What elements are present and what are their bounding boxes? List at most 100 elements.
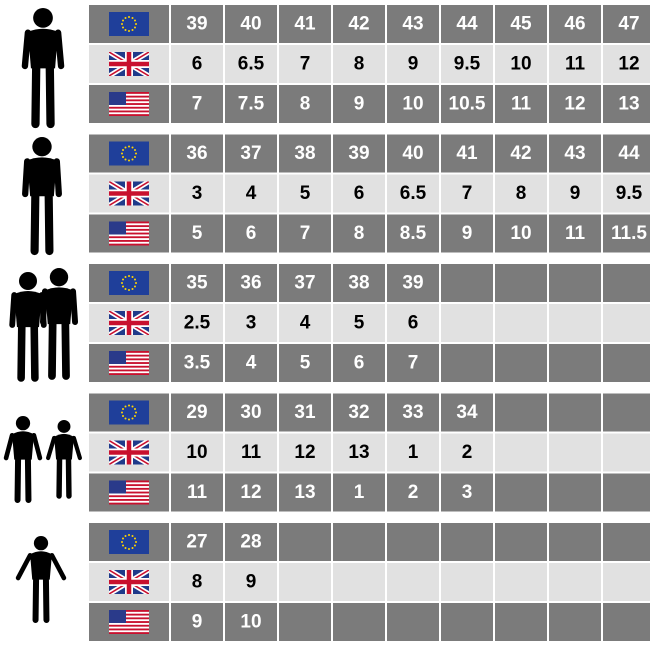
size-cell	[495, 433, 547, 472]
size-value: 42	[348, 14, 369, 35]
size-cell	[603, 45, 650, 83]
size-cell	[225, 304, 277, 342]
size-value: 41	[294, 14, 316, 35]
size-cell	[603, 174, 650, 213]
size-cell	[549, 134, 601, 173]
size-cell	[333, 523, 385, 561]
arms	[39, 288, 79, 325]
size-cell	[441, 393, 493, 432]
size-cell	[387, 174, 439, 213]
legs	[14, 454, 32, 504]
arms	[21, 29, 65, 70]
size-cell	[333, 473, 385, 512]
size-cell	[603, 304, 650, 342]
size-cell	[387, 563, 439, 601]
size-cell	[495, 5, 547, 43]
torso	[44, 287, 74, 325]
size-value: 7.5	[238, 94, 265, 115]
size-value: 4	[246, 353, 257, 374]
size-cell	[225, 45, 277, 83]
size-value: 9	[570, 183, 581, 204]
size-value: 33	[402, 402, 423, 423]
size-cell	[279, 5, 331, 43]
torso	[12, 431, 34, 460]
size-cell	[225, 344, 277, 382]
size-value: 8	[300, 94, 311, 115]
size-table: 39 40 41 42 43 44 45 46 476 6.5 7 8 9 9.5 10 11 127 7.5 8 9…	[89, 5, 650, 641]
size-value: 8	[354, 223, 365, 244]
size-value: 13	[618, 94, 639, 115]
size-cell	[333, 134, 385, 173]
size-value: 6	[192, 54, 203, 75]
legs	[48, 318, 70, 380]
size-value: 13	[348, 442, 369, 463]
size-cell	[333, 603, 385, 641]
size-value: 3.5	[184, 353, 211, 374]
flag-uk	[109, 311, 149, 335]
head	[32, 137, 52, 157]
legs	[17, 321, 39, 382]
size-cell	[387, 85, 439, 123]
flag-uk	[109, 52, 149, 76]
size-value: 1	[354, 482, 365, 503]
size-value: 36	[240, 273, 261, 294]
size-cell	[549, 603, 601, 641]
size-cell	[495, 304, 547, 342]
size-cell	[279, 45, 331, 83]
size-value: 7	[300, 54, 311, 75]
size-cell	[495, 134, 547, 173]
size-cell	[387, 264, 439, 302]
size-value: 10	[510, 54, 531, 75]
size-cell	[387, 214, 439, 253]
head	[57, 420, 71, 433]
size-value: 37	[240, 143, 261, 164]
size-cell	[171, 45, 223, 83]
size-value: 12	[564, 94, 585, 115]
size-cell	[225, 85, 277, 123]
size-cell	[441, 5, 493, 43]
size-cell	[495, 393, 547, 432]
size-cell	[225, 174, 277, 213]
size-cell	[171, 393, 223, 432]
size-value: 46	[564, 14, 585, 35]
flag-eu	[109, 400, 149, 425]
size-cell	[171, 433, 223, 472]
size-cell	[441, 473, 493, 512]
size-cell	[225, 523, 277, 561]
size-cell	[225, 214, 277, 253]
size-cell	[333, 174, 385, 213]
size-cell	[441, 603, 493, 641]
size-cell	[441, 85, 493, 123]
flag-us	[109, 221, 149, 246]
size-cell	[387, 344, 439, 382]
size-cell	[333, 433, 385, 472]
size-cell	[495, 85, 547, 123]
size-value: 29	[186, 402, 207, 423]
size-cell	[333, 304, 385, 342]
flag-uk	[109, 570, 149, 594]
size-cell	[441, 214, 493, 253]
size-cell	[387, 433, 439, 472]
size-cell	[333, 214, 385, 253]
size-cell	[603, 563, 650, 601]
head	[18, 272, 38, 291]
size-value: 6.5	[400, 183, 427, 204]
size-cell	[279, 563, 331, 601]
size-cell	[387, 603, 439, 641]
flag-eu	[109, 530, 149, 554]
size-cell	[279, 523, 331, 561]
size-value: 6	[354, 353, 365, 374]
head	[49, 268, 69, 287]
size-value: 28	[240, 532, 261, 553]
size-cell	[441, 304, 493, 342]
size-cell	[441, 523, 493, 561]
size-cell	[549, 473, 601, 512]
size-cell	[225, 433, 277, 472]
size-cell	[279, 264, 331, 302]
size-value: 7	[192, 94, 203, 115]
torso	[30, 551, 52, 580]
head	[33, 8, 53, 28]
size-value: 38	[348, 273, 369, 294]
size-value: 8	[354, 54, 365, 75]
size-cell	[171, 214, 223, 253]
